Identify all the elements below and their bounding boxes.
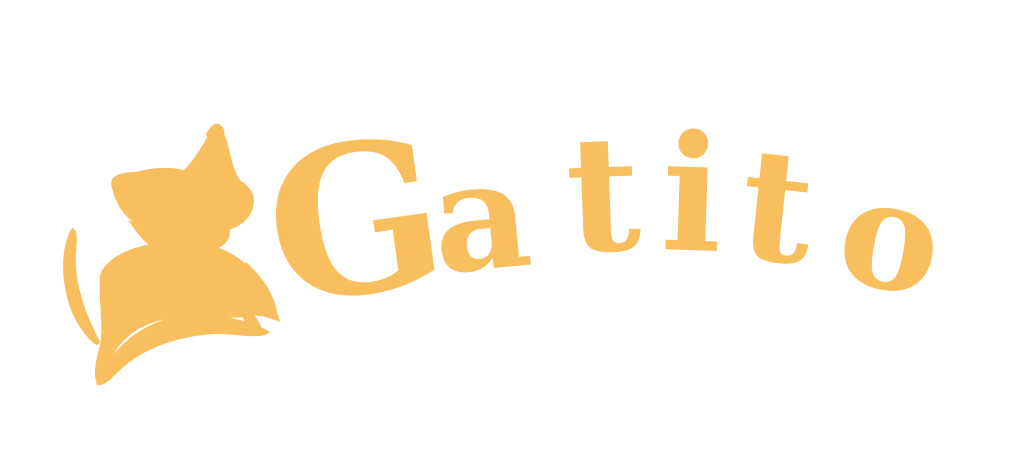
- wordmark-letter-t2: t: [732, 111, 822, 300]
- wordmark-letter-t: t: [563, 99, 644, 289]
- wordmark-letter-a: a: [425, 125, 537, 309]
- wordmark-letter-i: i: [659, 99, 726, 289]
- wordmark-letter-g: G: [252, 91, 459, 353]
- wordmark-letter-o: o: [826, 141, 955, 332]
- wordmark: G a t i t o: [252, 91, 955, 353]
- cat-silhouette-icon: [63, 123, 280, 386]
